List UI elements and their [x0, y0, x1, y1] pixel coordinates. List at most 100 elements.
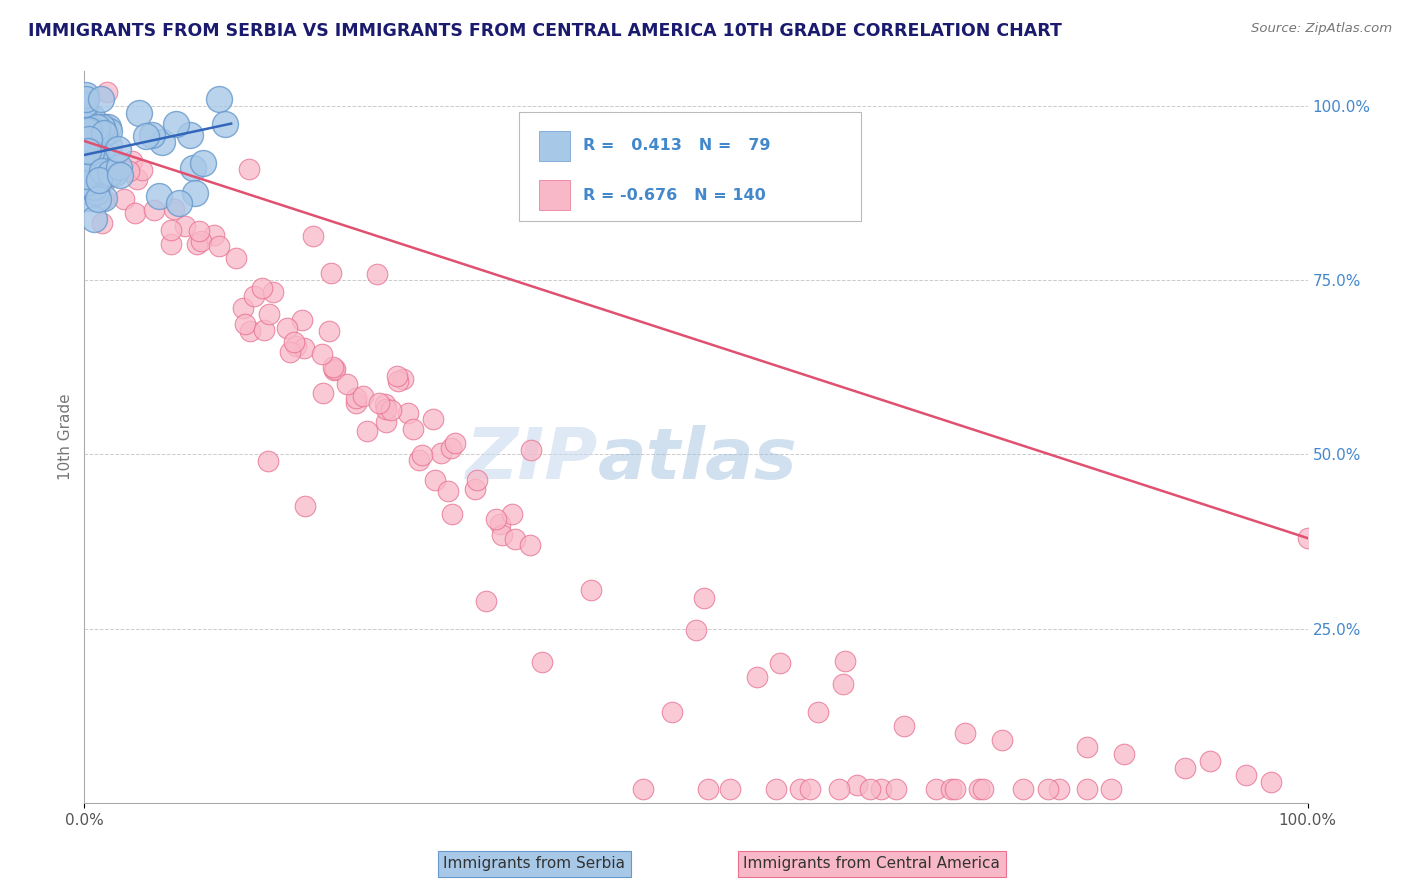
- Point: [94, 167, 117, 181]
- Point: [501, 508, 523, 522]
- Point: [242, 289, 264, 303]
- Point: [202, 227, 225, 242]
- Point: [186, 236, 208, 251]
- Point: [96, 85, 118, 99]
- Point: [163, 202, 186, 217]
- Point: [77, 148, 100, 162]
- Point: [75, 87, 97, 102]
- Point: [250, 281, 273, 295]
- Point: [475, 594, 498, 608]
- Point: [807, 705, 830, 719]
- Point: [352, 389, 374, 403]
- Point: [82, 111, 104, 125]
- Point: [693, 591, 716, 605]
- Point: [77, 152, 100, 166]
- Point: [80, 168, 103, 182]
- Point: [131, 162, 153, 177]
- Point: [76, 144, 98, 158]
- Point: [75, 121, 97, 136]
- Point: [953, 726, 976, 740]
- Point: [79, 151, 101, 165]
- Point: [83, 146, 105, 161]
- Point: [82, 147, 104, 161]
- Point: [87, 192, 110, 206]
- Point: [214, 117, 236, 131]
- Point: [125, 171, 148, 186]
- Point: [173, 219, 195, 233]
- Point: [232, 301, 254, 315]
- Text: R = -0.676   N = 140: R = -0.676 N = 140: [583, 187, 766, 202]
- Point: [319, 266, 342, 280]
- Point: [90, 216, 112, 230]
- FancyBboxPatch shape: [540, 130, 569, 161]
- Text: Source: ZipAtlas.com: Source: ZipAtlas.com: [1251, 22, 1392, 36]
- Point: [188, 224, 211, 238]
- Point: [972, 781, 994, 796]
- Point: [94, 117, 117, 131]
- Point: [86, 123, 108, 137]
- Point: [366, 267, 388, 281]
- Point: [1114, 747, 1136, 761]
- Point: [252, 322, 274, 336]
- Point: [1260, 775, 1282, 789]
- Point: [225, 252, 247, 266]
- Point: [392, 372, 415, 386]
- Point: [344, 391, 367, 405]
- Point: [520, 442, 543, 457]
- Point: [165, 117, 187, 131]
- Point: [430, 446, 453, 460]
- Point: [148, 189, 170, 203]
- Point: [765, 781, 787, 796]
- Point: [159, 237, 181, 252]
- Point: [79, 173, 101, 187]
- Text: R =   0.413   N =   79: R = 0.413 N = 79: [583, 138, 770, 153]
- Point: [1236, 768, 1258, 782]
- Point: [75, 169, 97, 183]
- Point: [87, 173, 110, 187]
- Point: [86, 127, 108, 141]
- Point: [467, 473, 489, 487]
- Point: [831, 677, 853, 691]
- Point: [84, 185, 107, 199]
- Point: [631, 781, 654, 796]
- Point: [284, 339, 307, 353]
- Point: [84, 147, 107, 161]
- Point: [505, 533, 527, 547]
- Point: [90, 146, 112, 161]
- Point: [83, 148, 105, 162]
- Point: [76, 175, 98, 189]
- Text: ZIP: ZIP: [465, 425, 598, 493]
- Point: [83, 180, 105, 194]
- Point: [73, 111, 96, 125]
- Point: [859, 781, 882, 796]
- Point: [485, 512, 508, 526]
- Point: [104, 153, 127, 168]
- Point: [191, 156, 214, 170]
- Point: [827, 781, 849, 796]
- Text: Immigrants from Serbia: Immigrants from Serbia: [443, 856, 626, 871]
- Point: [75, 140, 97, 154]
- Point: [257, 454, 280, 468]
- Point: [75, 127, 97, 141]
- Point: [190, 234, 212, 248]
- Point: [84, 128, 107, 143]
- Point: [82, 143, 104, 157]
- Point: [1099, 781, 1122, 796]
- Point: [1036, 781, 1059, 796]
- Point: [97, 120, 120, 134]
- Point: [283, 334, 305, 349]
- Point: [90, 120, 112, 134]
- Point: [93, 162, 115, 177]
- Point: [259, 307, 281, 321]
- Point: [697, 781, 720, 796]
- Point: [464, 482, 486, 496]
- Point: [76, 191, 98, 205]
- Point: [1012, 781, 1035, 796]
- Point: [408, 452, 430, 467]
- Point: [886, 781, 908, 796]
- Point: [530, 656, 553, 670]
- Text: Immigrants from Central America: Immigrants from Central America: [744, 856, 1000, 871]
- Point: [344, 396, 367, 410]
- Point: [110, 169, 132, 183]
- Point: [318, 324, 340, 338]
